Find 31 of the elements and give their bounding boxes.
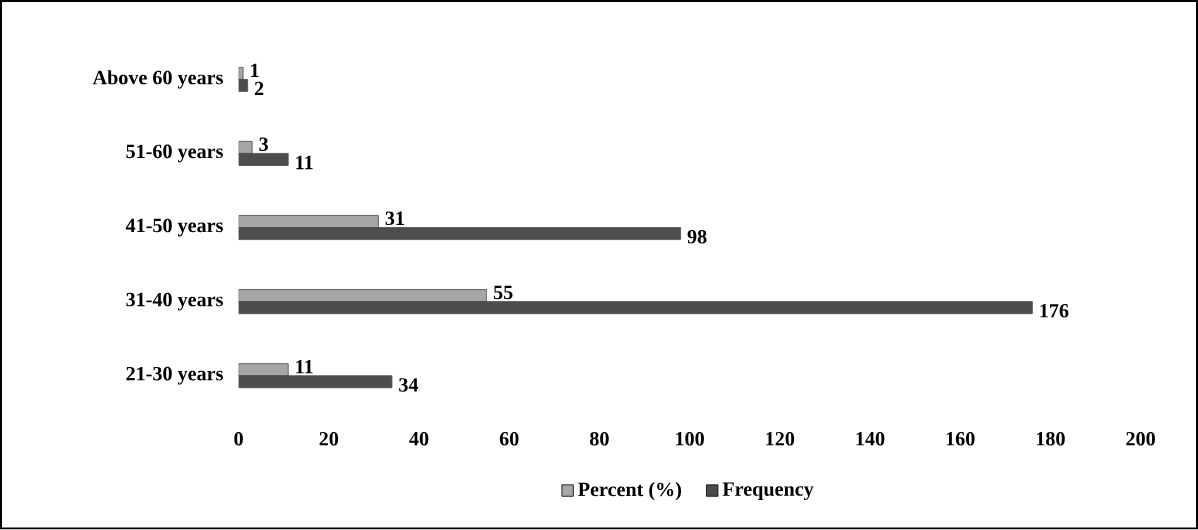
data-label: 34 [399, 378, 419, 392]
data-label: 3 [259, 137, 268, 152]
x-tick-label: 180 [1036, 432, 1065, 446]
y-tick-label: 31-40 years [126, 292, 223, 311]
legend-label: Frequency [722, 482, 814, 501]
y-tick-label: 21-30 years [126, 367, 223, 385]
y-tick-label: Above 60 years [92, 70, 223, 89]
x-tick-label: 0 [234, 432, 243, 446]
y-tick-label: 41-50 years [125, 218, 223, 237]
x-tick-label: 140 [856, 432, 885, 446]
data-label: 31 [385, 211, 404, 226]
data-label: 98 [687, 230, 707, 244]
data-label: 11 [296, 156, 313, 170]
data-label: 176 [1040, 304, 1069, 318]
bar [238, 215, 379, 229]
x-tick-label: 80 [590, 432, 609, 446]
x-tick-label: 160 [946, 432, 975, 446]
data-label: 55 [493, 286, 513, 300]
bar [238, 363, 289, 377]
x-tick-label: 20 [319, 432, 339, 446]
bar [238, 289, 488, 303]
data-label: 11 [296, 360, 313, 374]
x-tick-label: 100 [676, 432, 704, 446]
x-tick-label: 120 [766, 432, 795, 446]
data-label: 2 [254, 81, 264, 96]
data-label: 1 [251, 63, 259, 78]
y-tick-label: 51-60 years [126, 144, 223, 163]
x-tick-label: 60 [499, 432, 519, 446]
x-tick-label: 200 [1126, 432, 1155, 446]
legend-label: Percent (%) [578, 482, 682, 501]
x-tick-label: 40 [409, 432, 429, 446]
